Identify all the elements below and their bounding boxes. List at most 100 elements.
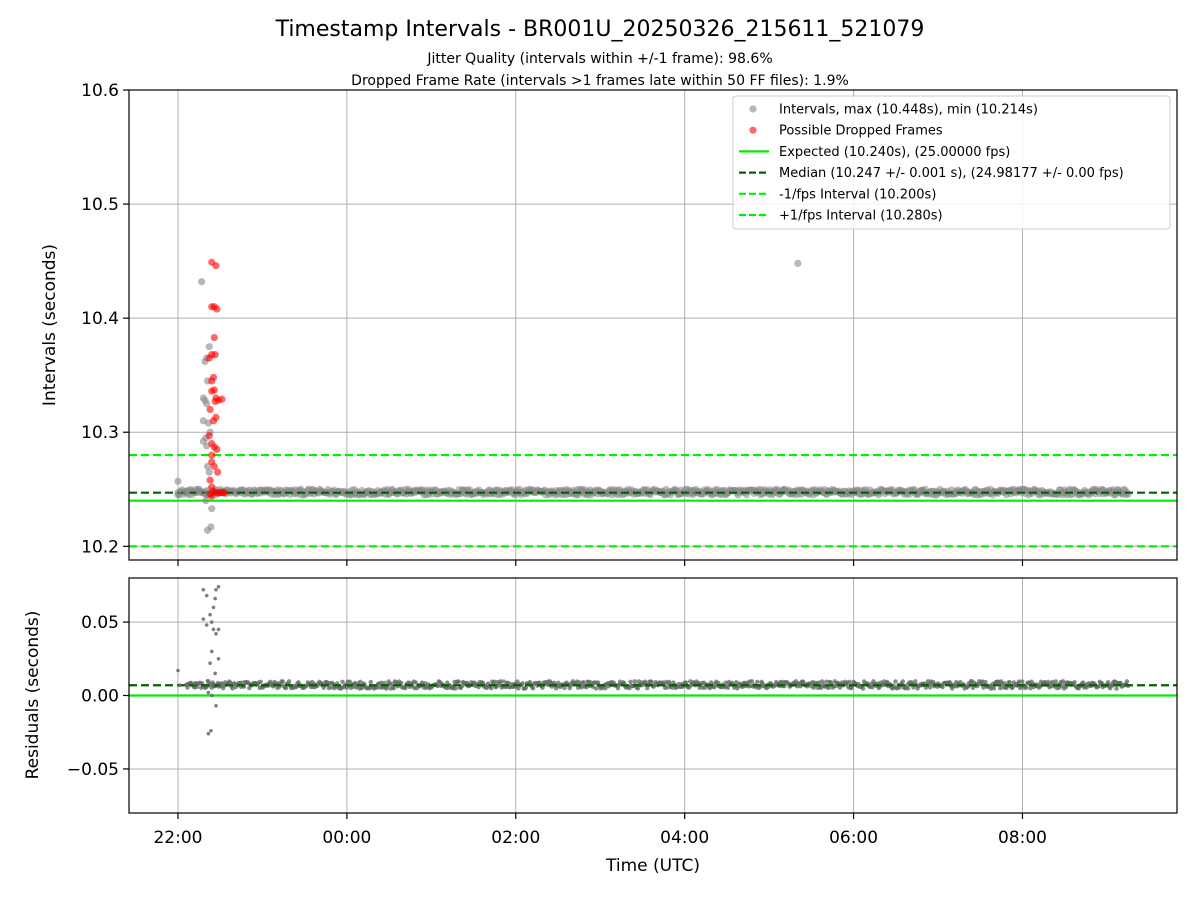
data-point [667, 679, 672, 685]
data-point [819, 679, 825, 684]
data-point [216, 585, 221, 589]
data-point [947, 680, 953, 685]
intervals-plot: 10.2 10.3 10.4 10.5 10.6 [81, 81, 1178, 566]
data-point [176, 668, 180, 673]
legend-box [732, 95, 1171, 230]
data-point [209, 649, 214, 654]
y-tick-label: 10.4 [81, 309, 119, 329]
y-tick-label: 0.00 [81, 687, 119, 707]
data-point [211, 397, 219, 406]
x-tick-label: 22:00 [153, 828, 202, 848]
data-point [210, 333, 218, 342]
y-tick-label: 0.05 [81, 613, 119, 633]
data-point [198, 278, 206, 286]
y-tick-label: 10.3 [81, 423, 119, 443]
data-point [202, 497, 210, 505]
data-point [214, 703, 218, 708]
data-point [456, 679, 461, 685]
data-point [213, 596, 217, 601]
legend: Intervals, max (10.448s), min (10.214s) P… [732, 95, 1171, 230]
data-point [520, 681, 525, 686]
data-point [211, 605, 216, 610]
data-point [220, 489, 229, 497]
data-point [755, 679, 760, 685]
data-point [205, 343, 213, 351]
data-point [635, 686, 641, 691]
x-tick-label: 06:00 [829, 828, 878, 848]
data-point [209, 693, 214, 698]
x-tick-label: 02:00 [491, 828, 540, 848]
y-tick-label: 10.5 [81, 195, 119, 215]
data-point [1114, 686, 1119, 691]
data-point [489, 686, 494, 691]
x-tick-label: 08:00 [998, 828, 1047, 848]
data-point [208, 451, 216, 459]
data-point [209, 728, 213, 733]
data-point [1020, 679, 1025, 684]
data-point [893, 679, 898, 684]
data-point [581, 679, 586, 685]
data-point [280, 679, 285, 684]
data-point [213, 305, 221, 313]
plot-area [129, 585, 1177, 736]
data-point [1072, 680, 1077, 685]
data-point [632, 679, 637, 684]
data-point [184, 683, 189, 688]
legend-entry: +1/fps Interval (10.280s) [739, 209, 943, 224]
data-point [201, 617, 206, 621]
data-point [389, 681, 394, 687]
data-point [391, 685, 397, 691]
data-point [213, 671, 217, 676]
y-tick-label: −0.05 [67, 760, 119, 780]
legend-entry: -1/fps Interval (10.200s) [739, 187, 936, 202]
chart-subtitle-2: Dropped Frame Rate (intervals >1 frames … [351, 73, 849, 89]
legend-label: -1/fps Interval (10.200s) [779, 187, 936, 202]
data-point [516, 686, 521, 691]
plot-area [129, 258, 1177, 548]
data-point [214, 632, 218, 636]
data-point [398, 680, 404, 686]
data-point [283, 685, 289, 691]
data-point [182, 489, 191, 497]
data-point [208, 505, 216, 513]
data-point [211, 351, 219, 359]
x-tick-label: 04:00 [660, 828, 709, 848]
data-point [206, 476, 214, 484]
data-point [211, 627, 216, 632]
data-point [174, 489, 182, 497]
data-point [206, 731, 211, 736]
legend-marker [749, 126, 757, 134]
legend-entry: Possible Dropped Frames [749, 124, 943, 139]
legend-label: Median (10.247 +/- 0.001 s), (24.98177 +… [779, 166, 1124, 181]
data-point [628, 679, 633, 685]
chart-subtitle-1: Jitter Quality (intervals within +/-1 fr… [426, 51, 772, 67]
data-point [201, 587, 206, 592]
data-point [193, 681, 197, 686]
data-point [492, 679, 497, 685]
bottom-y-axis-label: Residuals (seconds) [23, 611, 43, 780]
y-tick-label: 10.6 [81, 81, 119, 101]
data-point [379, 680, 384, 686]
data-point [523, 685, 528, 691]
data-point [203, 462, 212, 471]
data-point [900, 679, 906, 684]
residuals-plot: −0.05 0.00 0.05 22:00 00:00 02:00 04:00 06:00 08… [67, 577, 1178, 848]
data-point [204, 623, 209, 627]
data-point [1016, 679, 1022, 684]
data-point [204, 593, 209, 598]
y-tick-label: 10.2 [81, 537, 119, 557]
data-point [206, 405, 214, 414]
data-point [530, 686, 536, 691]
data-point [1105, 679, 1111, 685]
data-point [206, 690, 211, 695]
data-point [211, 681, 216, 686]
data-point [258, 679, 263, 685]
data-point [826, 685, 831, 691]
data-point [218, 681, 223, 686]
data-point [649, 679, 654, 684]
data-point [991, 686, 997, 691]
data-point [917, 486, 925, 495]
legend-label: Possible Dropped Frames [779, 124, 943, 139]
data-point [847, 679, 852, 684]
